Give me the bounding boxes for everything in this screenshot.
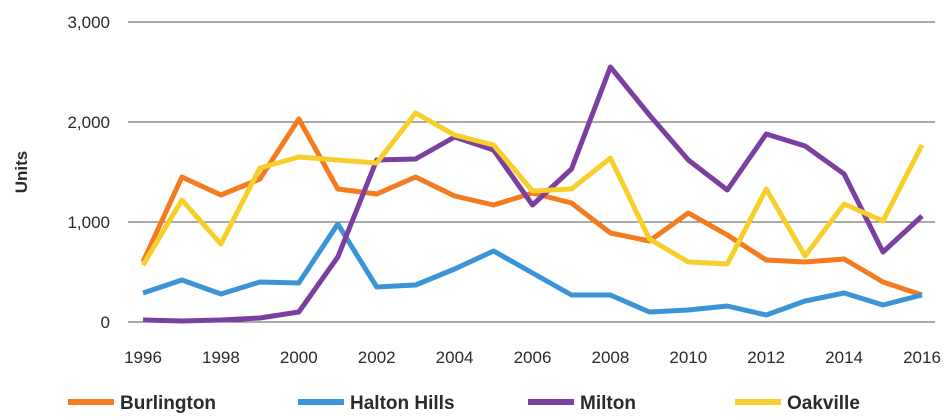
- x-tick-label: 1996: [124, 348, 162, 367]
- y-tick-label: 3,000: [67, 13, 110, 32]
- y-axis-label: Units: [12, 151, 31, 194]
- x-tick-label: 2006: [514, 348, 552, 367]
- x-tick-label: 2002: [358, 348, 396, 367]
- x-tick-label: 2000: [280, 348, 318, 367]
- gridlines: [128, 21, 935, 323]
- legend: Burlington Halton Hills Milton Oakville: [68, 393, 860, 414]
- legend-label: Burlington: [120, 393, 216, 414]
- y-axis-ticks: 0 1,000 2,000 3,000: [67, 13, 110, 332]
- x-tick-label: 2004: [436, 348, 474, 367]
- x-axis-ticks: 1996 1998 2000 2002 2004 2006 2008 2010 2012 2014…: [124, 348, 941, 367]
- legend-label: Milton: [580, 393, 636, 414]
- x-tick-label: 2010: [669, 348, 707, 367]
- legend-label: Halton Hills: [350, 393, 455, 414]
- legend-label: Oakville: [787, 393, 860, 414]
- x-tick-label: 2008: [591, 348, 629, 367]
- x-tick-label: 2012: [747, 348, 785, 367]
- x-tick-label: 1998: [202, 348, 240, 367]
- y-tick-label: 0: [101, 313, 110, 332]
- x-tick-label: 2016: [903, 348, 941, 367]
- x-tick-label: 2014: [825, 348, 863, 367]
- series-line-milton: [142, 64, 924, 324]
- series-lines: [140, 64, 925, 324]
- y-tick-label: 2,000: [67, 113, 110, 132]
- series-line-oakville: [140, 110, 925, 267]
- series-line-halton-hills: [142, 221, 923, 318]
- y-tick-label: 1,000: [67, 213, 110, 232]
